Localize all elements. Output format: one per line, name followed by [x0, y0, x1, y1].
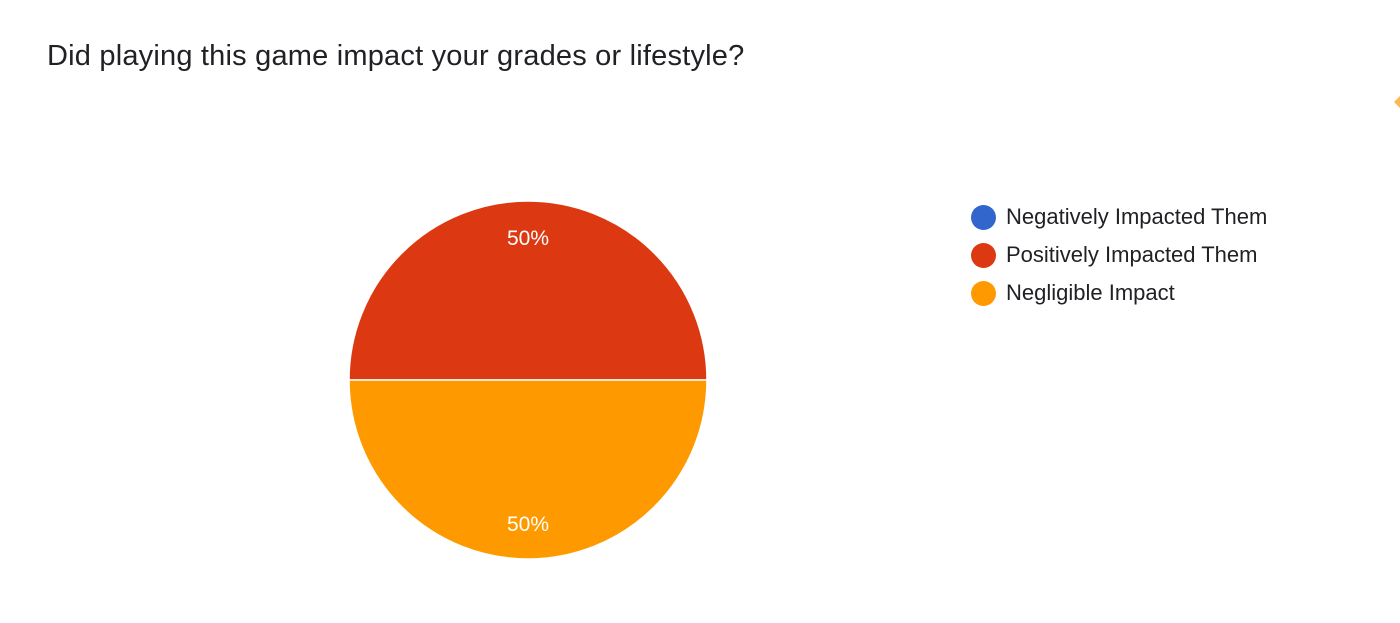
pie-slice-negligible-impact[interactable] — [348, 379, 708, 560]
corner-arrow-icon — [1394, 96, 1400, 108]
legend-item-positively-impacted[interactable]: Positively Impacted Them — [971, 236, 1267, 274]
legend-item-negligible-impact[interactable]: Negligible Impact — [971, 274, 1267, 312]
legend-label: Negatively Impacted Them — [1006, 204, 1268, 229]
chart-legend: Negatively Impacted Them Positively Impa… — [971, 198, 1267, 312]
legend-swatch-icon — [971, 242, 996, 268]
chart-title: Did playing this game impact your grades… — [47, 40, 745, 72]
pie-slice-value-label: 50% — [507, 227, 549, 250]
pie-slice-positively-impacted-them[interactable] — [348, 200, 708, 381]
legend-swatch-icon — [971, 280, 996, 306]
legend-item-negatively-impacted[interactable]: Negatively Impacted Them — [971, 198, 1267, 236]
pie-slice-value-label: 50% — [507, 513, 549, 536]
legend-swatch-icon — [971, 204, 996, 230]
legend-label: Negligible Impact — [1006, 280, 1175, 305]
legend-label: Positively Impacted Them — [1006, 242, 1258, 267]
